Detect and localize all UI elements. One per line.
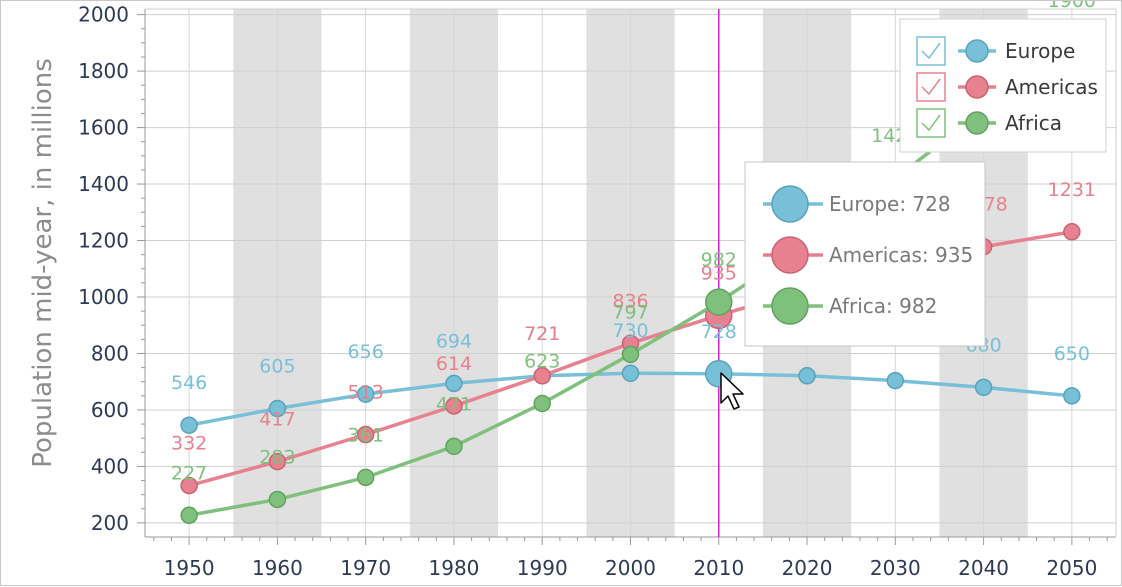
point-africa-1960[interactable] bbox=[268, 490, 287, 509]
legend-label: Africa bbox=[1005, 111, 1062, 135]
legend-checkbox[interactable] bbox=[916, 36, 946, 66]
axes: 200 400 600 800 1000 1200 1400 1600 1800 2000 1950… bbox=[28, 3, 1117, 580]
y-tick-label: 1600 bbox=[78, 116, 129, 140]
x-tick-label: 1970 bbox=[340, 556, 391, 580]
legend: Europe Americas Africa bbox=[899, 18, 1107, 153]
legend-circle-marker bbox=[965, 75, 989, 99]
cursor-arrow-shape bbox=[720, 372, 744, 410]
point-europe-2030[interactable] bbox=[886, 371, 905, 390]
y-tick-label: 1800 bbox=[78, 59, 129, 83]
y-tick-label: 400 bbox=[91, 454, 129, 478]
tooltip-item-text: Africa: 982 bbox=[829, 294, 937, 318]
y-tick-label: 1400 bbox=[78, 172, 129, 196]
data-label-africa: 982 bbox=[701, 249, 737, 271]
data-label-americas: 332 bbox=[171, 433, 207, 455]
y-tick-label: 1200 bbox=[78, 229, 129, 253]
tooltip-circle-marker bbox=[771, 236, 809, 274]
x-tick-label: 1960 bbox=[252, 556, 303, 580]
data-label-europe: 605 bbox=[259, 356, 295, 378]
checkmark-icon bbox=[921, 78, 941, 96]
tooltip-circle-marker bbox=[771, 287, 809, 325]
x-tick-label: 2020 bbox=[782, 556, 833, 580]
legend-label: Americas bbox=[1005, 75, 1098, 99]
point-africa-1980[interactable] bbox=[445, 437, 463, 456]
point-europe-1950[interactable] bbox=[180, 416, 198, 434]
legend-checkbox[interactable] bbox=[916, 72, 946, 102]
legend-label: Europe bbox=[1005, 39, 1075, 63]
point-europe-1960[interactable] bbox=[268, 399, 287, 418]
point-americas-1980[interactable] bbox=[445, 397, 463, 415]
x-tick-label: 1990 bbox=[517, 556, 568, 580]
y-tick-label: 200 bbox=[91, 511, 129, 535]
data-label-americas: 935 bbox=[701, 262, 737, 284]
y-tick-label: 1000 bbox=[78, 285, 129, 309]
tooltip-item-text: Americas: 935 bbox=[829, 243, 973, 267]
legend-checkbox[interactable] bbox=[916, 108, 946, 138]
x-tick-label: 2030 bbox=[870, 556, 921, 580]
point-africa-1990[interactable] bbox=[533, 394, 551, 413]
data-label-africa: 227 bbox=[171, 462, 207, 484]
data-label-europe: 728 bbox=[701, 321, 737, 343]
tooltip-circle-marker bbox=[771, 185, 809, 223]
data-label-africa: 797 bbox=[612, 301, 648, 323]
data-label-americas: 1231 bbox=[1048, 179, 1096, 201]
series-layer bbox=[180, 34, 1081, 525]
point-americas-2050[interactable] bbox=[1063, 223, 1081, 241]
point-americas-1950[interactable] bbox=[180, 476, 198, 495]
tooltip: Europe: 728 Americas: 935 Africa: 982 bbox=[744, 161, 986, 347]
point-europe-2040[interactable] bbox=[974, 378, 993, 397]
point-europe-1980[interactable] bbox=[445, 374, 463, 393]
data-label-africa: 471 bbox=[436, 393, 472, 415]
legend-circle-marker bbox=[965, 111, 989, 135]
data-label-europe: 730 bbox=[612, 320, 648, 342]
point-africa-1970[interactable] bbox=[356, 468, 375, 487]
y-tick-label: 800 bbox=[91, 341, 129, 365]
data-label-europe: 546 bbox=[171, 372, 207, 394]
data-label-americas: 417 bbox=[259, 409, 295, 431]
x-tick-label: 2040 bbox=[958, 556, 1009, 580]
legend-item-europe[interactable]: Europe bbox=[916, 36, 1075, 66]
point-africa-1950[interactable] bbox=[180, 506, 198, 525]
legend-item-americas[interactable]: Americas bbox=[916, 72, 1098, 102]
checkmark-icon bbox=[921, 42, 941, 60]
point-americas-1960[interactable] bbox=[268, 452, 287, 471]
point-europe-2020[interactable] bbox=[798, 367, 816, 385]
x-tick-label: 1980 bbox=[429, 556, 480, 580]
data-label-europe: 721 bbox=[524, 323, 560, 345]
point-europe-2000[interactable] bbox=[621, 364, 640, 382]
data-label-americas: 513 bbox=[348, 382, 384, 404]
data-label-europe: 656 bbox=[348, 341, 384, 363]
x-tick-label: 2050 bbox=[1046, 556, 1097, 580]
data-label-americas: 721 bbox=[524, 323, 560, 345]
data-label-americas: 614 bbox=[436, 353, 472, 375]
legend-item-africa[interactable]: Africa bbox=[916, 108, 1062, 138]
point-africa-2010[interactable] bbox=[705, 288, 733, 316]
data-label-africa: 1900 bbox=[1048, 1, 1096, 12]
y-tick-label: 2000 bbox=[78, 3, 129, 27]
tooltip-item-text: Europe: 728 bbox=[829, 192, 951, 216]
data-label-americas: 836 bbox=[612, 290, 648, 312]
y-tick-label: 600 bbox=[91, 398, 129, 422]
point-africa-2000[interactable] bbox=[621, 345, 640, 364]
data-label-africa: 623 bbox=[524, 350, 560, 372]
mouse-cursor-icon bbox=[720, 372, 744, 410]
point-europe-2050[interactable] bbox=[1063, 387, 1081, 405]
point-europe-1970[interactable] bbox=[356, 385, 375, 403]
point-americas-1990[interactable] bbox=[533, 367, 551, 385]
data-label-europe: 694 bbox=[436, 330, 472, 352]
legend-circle-marker bbox=[965, 39, 989, 63]
data-label-europe: 650 bbox=[1054, 343, 1090, 365]
checkmark-icon bbox=[921, 114, 941, 132]
data-label-africa: 283 bbox=[259, 446, 295, 468]
point-americas-1970[interactable] bbox=[356, 425, 375, 444]
data-label-africa: 361 bbox=[348, 424, 384, 446]
x-tick-label: 2000 bbox=[605, 556, 656, 580]
x-tick-label: 2010 bbox=[693, 556, 744, 580]
y-axis-title: Population mid-year, in millions bbox=[28, 58, 58, 468]
x-tick-label: 1950 bbox=[164, 556, 215, 580]
